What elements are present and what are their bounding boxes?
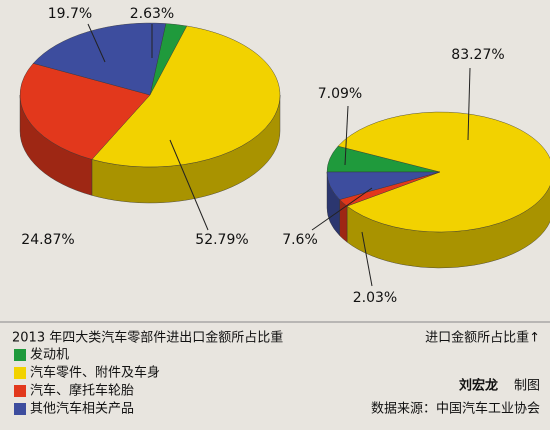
legend-swatch (14, 385, 26, 397)
value-label: 2.03% (353, 290, 397, 306)
legend-swatch (14, 403, 26, 415)
leader-line (87, 23, 106, 63)
value-label: 24.87% (21, 232, 74, 248)
pie-slice (91, 25, 281, 168)
pie-slice (337, 111, 550, 233)
value-label: 52.79% (195, 232, 248, 248)
legend-swatch (14, 349, 26, 361)
series-name: 进口金额所占比重↑ (425, 330, 540, 346)
pie-slice (326, 171, 441, 200)
legend-label: 汽车零件、附件及车身 (30, 365, 160, 381)
value-label: 83.27% (451, 47, 504, 63)
leader-line (361, 231, 373, 287)
legend-label: 其他汽车相关产品 (30, 401, 134, 417)
credit-label: 制图 (514, 379, 540, 394)
legend-label: 汽车、摩托车轮胎 (30, 383, 134, 399)
value-label: 7.6% (282, 232, 318, 248)
source: 数据来源：中国汽车工业协会 (371, 401, 540, 417)
value-label: 7.09% (318, 86, 362, 102)
leader-line (344, 105, 349, 166)
chart-title: 2013 年四大类汽车零部件进出口金额所占比重 (12, 330, 283, 346)
legend-swatch (14, 367, 26, 379)
pie-slice (32, 22, 167, 96)
leader-line (169, 139, 209, 231)
credit-author: 刘宏龙 (459, 378, 498, 394)
legend-label: 发动机 (30, 347, 69, 363)
pie-slice (19, 63, 151, 160)
value-label: 2.63% (130, 6, 174, 22)
leader-line (311, 187, 373, 231)
leader-line (467, 67, 471, 141)
value-label: 19.7% (48, 6, 92, 22)
